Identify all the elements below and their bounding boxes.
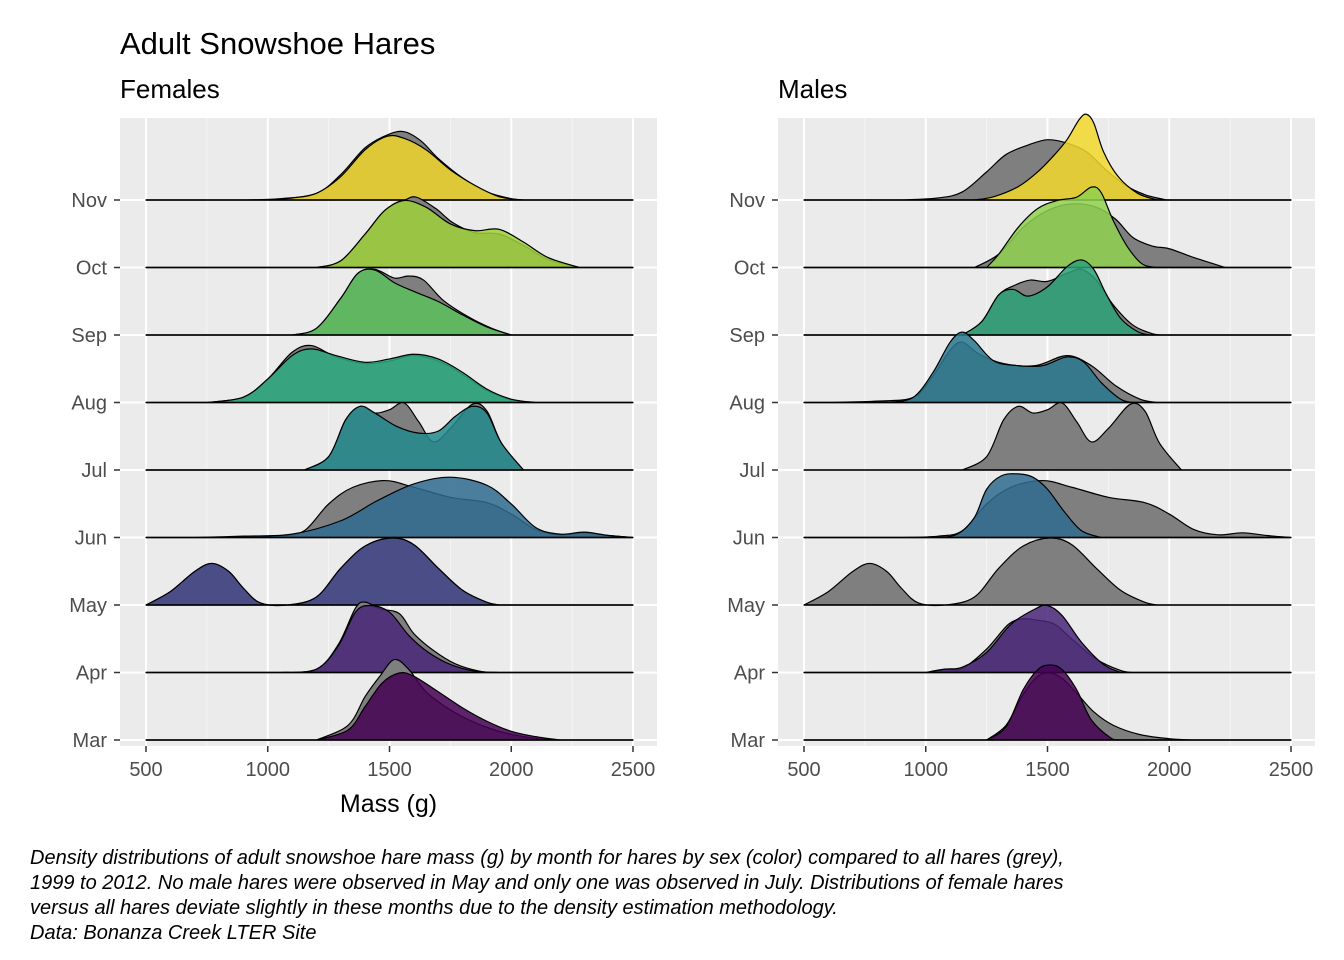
ridge-females-nov <box>145 134 634 201</box>
ridge-females-oct <box>145 199 634 269</box>
y-tick-label-nov: Nov <box>71 190 107 212</box>
y-tick-label-jun: Jun <box>75 528 107 550</box>
ridge-females-jul <box>145 405 634 471</box>
x-tick-label: 2000 <box>1147 759 1192 781</box>
x-tick-label: 1000 <box>904 759 949 781</box>
ridge-all-may <box>803 537 1292 607</box>
ridge-males-mar <box>803 664 1292 741</box>
y-tick-label-oct: Oct <box>76 258 108 280</box>
ridge-females-sep <box>145 268 634 336</box>
ridge-females-may <box>145 537 634 607</box>
panel-males: Mar Apr May Jun Jul Aug Sep Oct Nov 500 1000 1500 20… <box>727 113 1315 781</box>
y-tick-label-mar: Mar <box>73 730 108 752</box>
chart-title: Adult Snowshoe Hares <box>120 26 436 61</box>
caption-line-1: Density distributions of adult snowshoe … <box>30 847 1064 869</box>
y-tick-label-jun: Jun <box>733 528 765 550</box>
ridge-females-jun <box>145 476 634 539</box>
x-tick-label: 2500 <box>1269 759 1314 781</box>
x-tick-label: 2500 <box>611 759 656 781</box>
x-axis-title: Mass (g) <box>340 790 437 818</box>
y-tick-label-nov: Nov <box>729 190 765 212</box>
y-tick-label-may: May <box>727 595 765 617</box>
x-tick-label: 1500 <box>367 759 412 781</box>
ridge-females-apr <box>145 604 634 674</box>
x-tick-label: 1000 <box>246 759 291 781</box>
panel-females: Mar Apr May Jun Jul Aug Sep Oct Nov 500 1000 1500 20… <box>69 118 657 818</box>
ridge-females-mar <box>145 672 634 741</box>
y-tick-label-apr: Apr <box>76 663 107 685</box>
x-tick-label: 1500 <box>1025 759 1070 781</box>
y-tick-label-may: May <box>69 595 107 617</box>
y-tick-label-aug: Aug <box>71 393 107 415</box>
ridge-females-aug <box>145 348 634 404</box>
ridge-males-sep <box>803 259 1292 336</box>
ridge-all-jul <box>803 402 1292 471</box>
figure-caption: Density distributions of adult snowshoe … <box>30 846 1320 946</box>
x-tick-label: 2000 <box>489 759 534 781</box>
caption-line-2: 1999 to 2012. No male hares were observe… <box>30 872 1064 894</box>
caption-line-4: Data: Bonanza Creek LTER Site <box>30 922 317 944</box>
ridge-males-nov <box>803 113 1292 201</box>
panel-title-females: Females <box>120 74 220 104</box>
panel-title-males: Males <box>778 74 848 104</box>
caption-line-3: versus all hares deviate slightly in the… <box>30 897 838 919</box>
ridge-males-aug <box>803 331 1292 404</box>
ridgeline-chart: Mar Apr May Jun Jul Aug Sep Oct Nov 500 1000 1500 20… <box>69 113 1315 818</box>
x-tick-label: 500 <box>129 759 162 781</box>
x-tick-label: 500 <box>787 759 820 781</box>
y-tick-label-apr: Apr <box>734 663 765 685</box>
y-tick-label-sep: Sep <box>729 325 765 347</box>
y-tick-label-sep: Sep <box>71 325 107 347</box>
ridge-males-jun <box>803 473 1292 539</box>
y-tick-label-mar: Mar <box>731 730 766 752</box>
y-tick-label-jul: Jul <box>81 460 107 482</box>
ridge-males-oct <box>803 186 1292 269</box>
y-tick-label-jul: Jul <box>739 460 765 482</box>
y-tick-label-aug: Aug <box>729 393 765 415</box>
ridge-males-apr <box>803 604 1292 674</box>
y-tick-label-oct: Oct <box>734 258 766 280</box>
